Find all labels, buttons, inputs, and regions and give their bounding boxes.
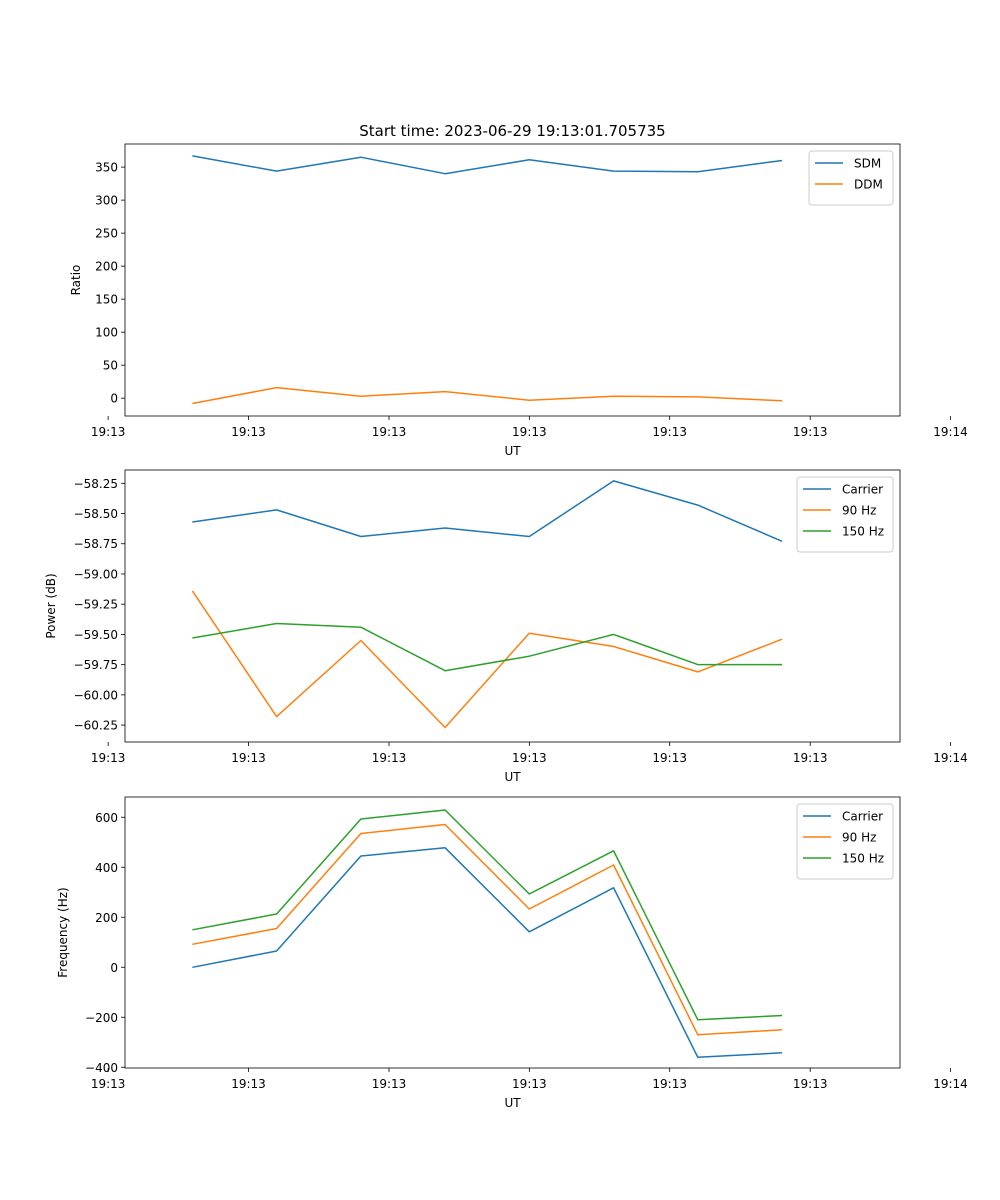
- series-line-ddm: [192, 386, 783, 405]
- y-tick-label: −200: [85, 1011, 118, 1025]
- y-tick-label: −60.00: [74, 688, 118, 702]
- series-line-carrier: [192, 480, 783, 542]
- y-tick-label: 50: [103, 359, 118, 373]
- x-axis-label: UT: [504, 1096, 521, 1110]
- series-line-carrier: [192, 847, 783, 1059]
- legend-label: Carrier: [842, 483, 883, 497]
- y-tick-label: −59.00: [74, 567, 118, 581]
- x-tick-label: 19:13: [512, 425, 547, 439]
- y-tick-label: 250: [95, 227, 118, 241]
- x-tick-label: 19:13: [793, 425, 828, 439]
- y-tick-label: 300: [95, 194, 118, 208]
- y-tick-label: −400: [85, 1061, 118, 1075]
- x-tick-label: 19:13: [512, 751, 547, 765]
- x-tick-label: 19:13: [652, 1077, 687, 1091]
- x-tick-label: 19:13: [231, 751, 266, 765]
- axes-frame: [124, 143, 901, 417]
- y-tick-label: −59.50: [74, 628, 118, 642]
- x-tick-label: 19:13: [231, 1077, 266, 1091]
- x-tick-label: 19:13: [512, 1077, 547, 1091]
- x-tick-label: 19:13: [372, 1077, 407, 1091]
- legend-label: DDM: [854, 178, 883, 192]
- x-tick-label: 19:13: [793, 751, 828, 765]
- power-panel: 19:13 19:13 19:13 19:13 19:13 19:13 19:14 UT −60…: [44, 469, 968, 784]
- legend-label: 90 Hz: [842, 504, 876, 518]
- y-tick-label: 0: [110, 961, 118, 975]
- legend-label: SDM: [854, 157, 881, 171]
- legend-box: [808, 150, 894, 206]
- series-line-150-hz: [192, 809, 783, 1021]
- y-tick-label: 200: [95, 911, 118, 925]
- axes-frame: [124, 469, 901, 743]
- x-tick-label: 19:13: [231, 425, 266, 439]
- y-tick-label: 0: [110, 392, 118, 406]
- y-tick-label: −58.25: [74, 477, 118, 491]
- y-tick-label: 100: [95, 326, 118, 340]
- legend-box: [796, 803, 894, 880]
- x-axis-label: UT: [504, 770, 521, 784]
- y-axis-label: Frequency (Hz): [56, 887, 70, 978]
- y-tick-label: 150: [95, 293, 118, 307]
- y-axis-label: Power (dB): [44, 573, 58, 638]
- legend-label: 150 Hz: [842, 525, 884, 539]
- x-tick-label: 19:14: [933, 751, 968, 765]
- x-tick-label: 19:13: [91, 751, 126, 765]
- legend-label: Carrier: [842, 810, 883, 824]
- series-line-150-hz: [192, 622, 783, 672]
- x-tick-label: 19:14: [933, 425, 968, 439]
- y-tick-label: −59.75: [74, 658, 118, 672]
- x-tick-label: 19:13: [793, 1077, 828, 1091]
- x-tick-label: 19:13: [91, 425, 126, 439]
- y-tick-label: −60.25: [74, 719, 118, 733]
- y-tick-label: 200: [95, 260, 118, 274]
- legend-label: 90 Hz: [842, 831, 876, 845]
- series-line-90-hz: [191, 590, 783, 729]
- x-tick-label: 19:13: [372, 425, 407, 439]
- y-tick-label: −59.25: [74, 598, 118, 612]
- figure-title: Start time: 2023-06-29 19:13:01.705735: [359, 122, 665, 140]
- legend-label: 150 Hz: [842, 852, 884, 866]
- x-tick-label: 19:14: [933, 1077, 968, 1091]
- y-tick-label: 600: [95, 811, 118, 825]
- legend: Carrier 90 Hz 150 Hz: [796, 803, 894, 880]
- legend-box: [796, 476, 894, 553]
- frequency-panel: 19:13 19:13 19:13 19:13 19:13 19:13 19:14 UT −40…: [56, 796, 968, 1110]
- x-tick-label: 19:13: [652, 751, 687, 765]
- y-tick-label: 400: [95, 861, 118, 875]
- ratio-panel: 19:13 19:13 19:13 19:13 19:13 19:13 19:14 UT 0 50…: [69, 143, 968, 458]
- y-tick-label: −58.75: [74, 537, 118, 551]
- y-axis-label: Ratio: [69, 265, 83, 296]
- series-line-90-hz: [192, 823, 783, 1036]
- y-tick-label: 350: [95, 161, 118, 175]
- legend: SDM DDM: [808, 150, 894, 206]
- x-axis-label: UT: [504, 444, 521, 458]
- series-line-sdm: [192, 155, 783, 175]
- x-tick-label: 19:13: [652, 425, 687, 439]
- x-tick-label: 19:13: [372, 751, 407, 765]
- legend: Carrier 90 Hz 150 Hz: [796, 476, 894, 553]
- x-tick-label: 19:13: [91, 1077, 126, 1091]
- y-tick-label: −58.50: [74, 507, 118, 521]
- axes-frame: [124, 796, 901, 1069]
